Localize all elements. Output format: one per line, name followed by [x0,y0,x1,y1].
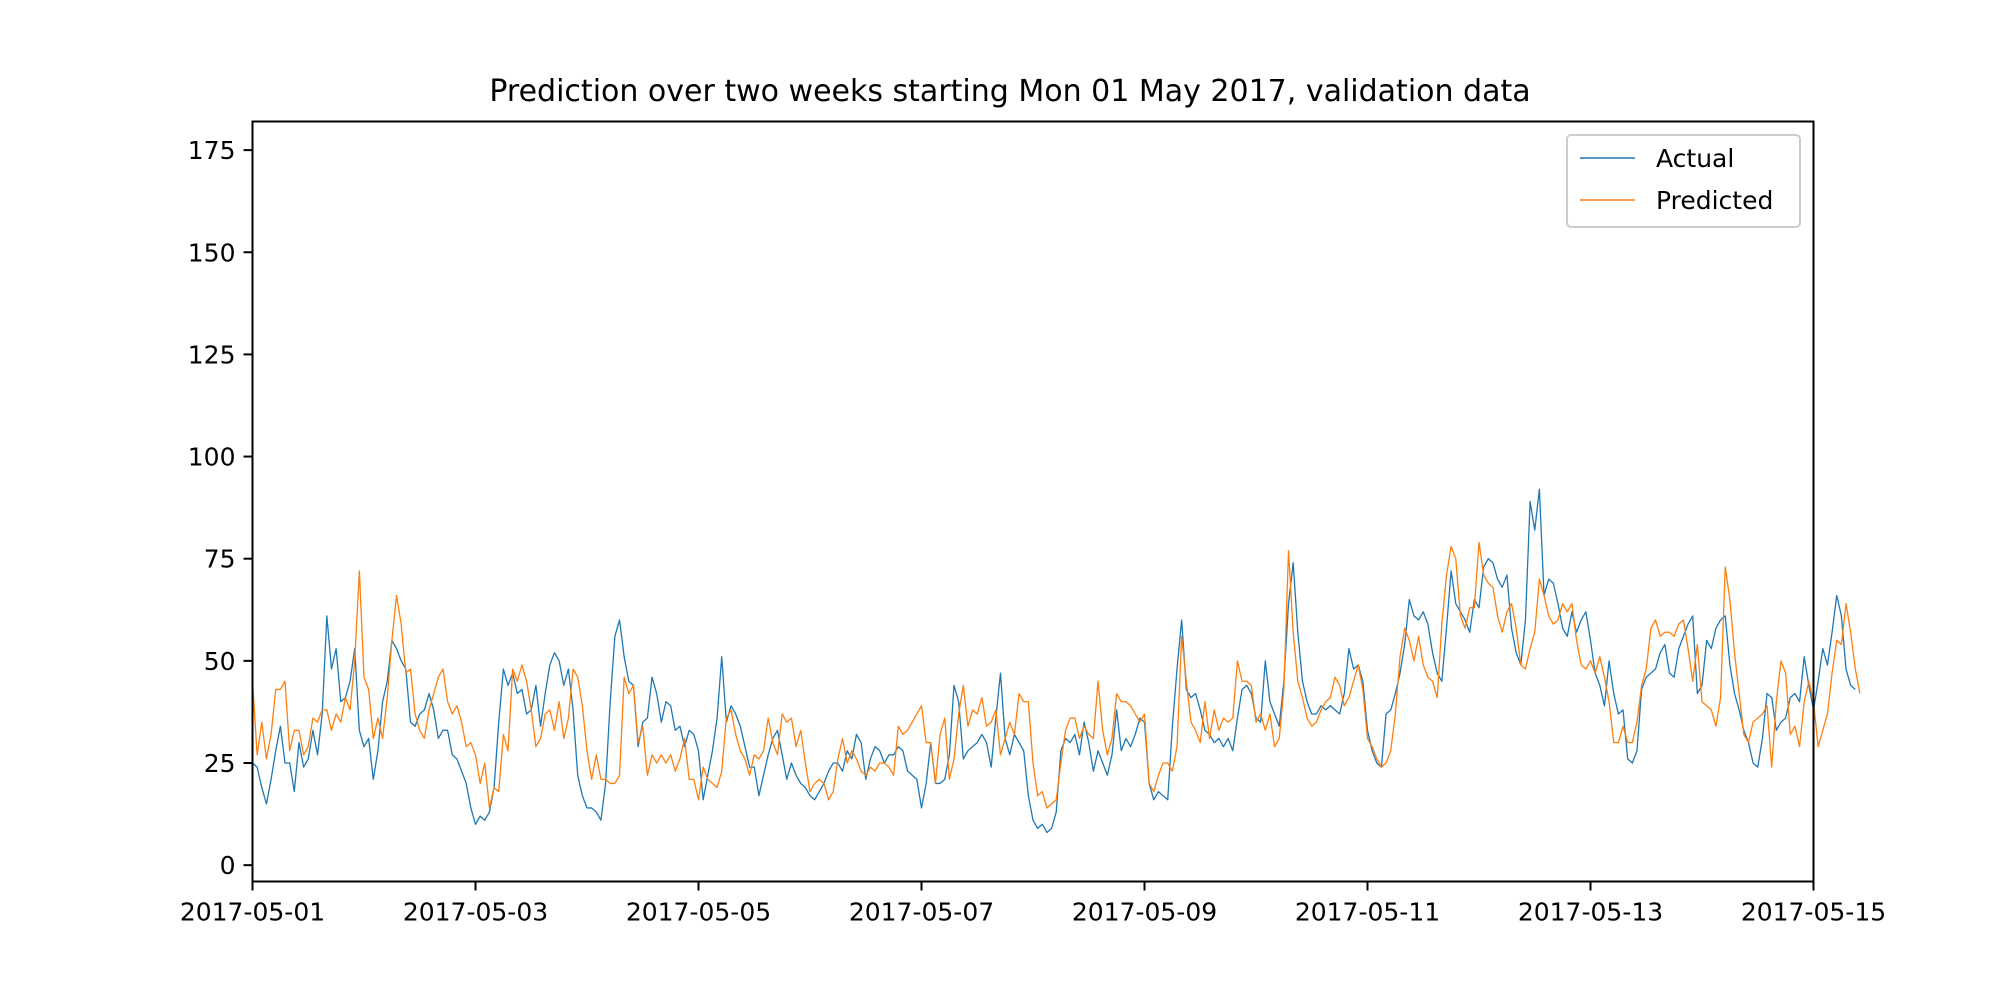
y-axis: 0 25 50 75 100 125 150 175 [188,136,253,880]
legend: Actual Predicted [1566,134,1801,228]
x-tick-label: 2017-05-01 [180,898,325,927]
y-tick-label: 150 [188,238,236,267]
y-tick-label: 75 [204,545,236,574]
chart-title: Prediction over two weeks starting Mon 0… [489,74,1530,109]
series-line-actual [252,488,1856,834]
y-tick-label: 50 [204,647,236,676]
legend-label-predicted: Predicted [1656,186,1773,215]
x-tick-label: 2017-05-13 [1518,898,1663,927]
x-tick-label: 2017-05-03 [403,898,548,927]
series-layer [251,488,1861,834]
y-tick-label: 175 [188,136,236,165]
y-tick-label: 100 [188,443,236,472]
y-tick-label: 25 [204,749,236,778]
y-tick-label: 0 [220,851,236,880]
x-tick-label: 2017-05-05 [626,898,771,927]
series-line-predicted [251,541,1861,809]
legend-label-actual: Actual [1656,144,1734,173]
plot-frame [251,120,1815,883]
x-tick-label: 2017-05-11 [1295,898,1440,927]
x-tick-label: 2017-05-15 [1741,898,1886,927]
y-tick-label: 125 [188,340,236,369]
x-tick-label: 2017-05-07 [849,898,994,927]
x-tick-label: 2017-05-09 [1072,898,1217,927]
x-axis: 2017-05-01 2017-05-03 2017-05-05 2017-05-07… [180,881,1886,927]
